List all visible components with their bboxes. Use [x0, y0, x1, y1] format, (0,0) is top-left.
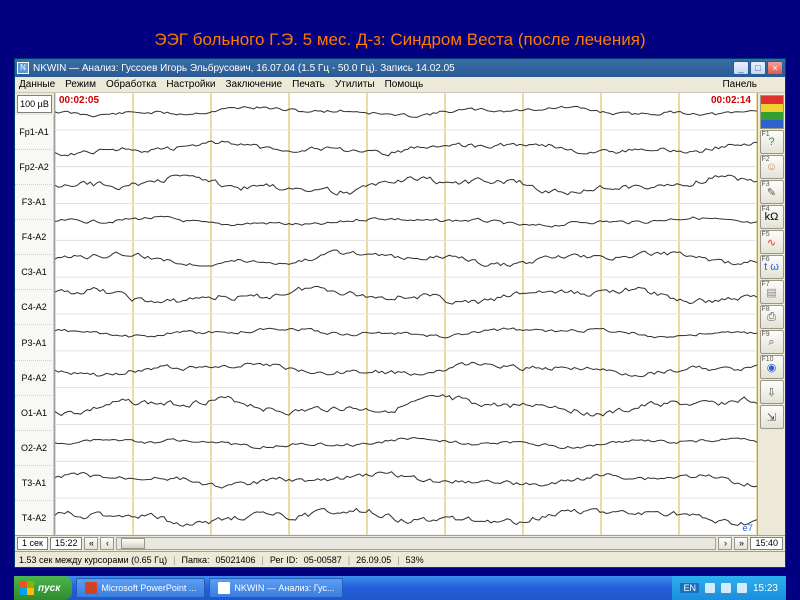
page-out-icon[interactable]: ⇲ [760, 405, 784, 429]
svg-text:e7: e7 [743, 523, 753, 533]
channel-label: P4-A2 [15, 361, 54, 396]
probe-icon[interactable]: F3✎ [760, 180, 784, 204]
start-button[interactable]: пуск [14, 576, 72, 600]
system-tray: EN 15:23 [672, 576, 786, 600]
status-pct: 53% [406, 555, 424, 565]
channel-label: P3-A1 [15, 325, 54, 360]
print-icon[interactable]: F8⎙ [760, 305, 784, 329]
slide-title: ЭЭГ больного Г.Э. 5 мес. Д-з: Синдром Ве… [0, 30, 800, 50]
panel-label[interactable]: Панель [722, 79, 757, 90]
tool-column: F1?F2☺F3✎F4kΩF5∿F6t ωF7▤F8⎙F9⌕F10◉⇩⇲ [757, 93, 785, 535]
status-date: 26.09.05 [356, 555, 391, 565]
wave-icon[interactable]: F5∿ [760, 230, 784, 254]
time-icon[interactable]: F6t ω [760, 255, 784, 279]
status-bar: 1.53 сек между курсорами (0.65 Гц) | Пап… [15, 551, 785, 567]
menu-item[interactable]: Утилиты [335, 79, 375, 90]
lens-icon[interactable]: F9⌕ [760, 330, 784, 354]
channel-column: 100 µВ Fp1-A1Fp2-A2F3-A1F4-A2C3-A1C4-A2P… [15, 93, 55, 535]
minimize-button[interactable]: _ [733, 61, 749, 75]
clock: 15:23 [753, 583, 778, 594]
impedance-icon[interactable]: F4kΩ [760, 205, 784, 229]
app-icon [85, 582, 97, 594]
channel-label: O1-A1 [15, 396, 54, 431]
nav-back-button[interactable]: ‹ [100, 537, 114, 550]
slide-bg: ЭЭГ больного Г.Э. 5 мес. Д-з: Синдром Ве… [0, 0, 800, 600]
taskbar: пуск Microsoft PowerPoint ... NKWIN — Ана… [14, 576, 786, 600]
menu-item[interactable]: Заключение [225, 79, 282, 90]
taskbar-item-label: NKWIN — Анализ: Гус... [234, 583, 334, 593]
channel-label: Fp2-A2 [15, 150, 54, 185]
nav-fwd-button[interactable]: › [718, 537, 732, 550]
taskbar-item[interactable]: NKWIN — Анализ: Гус... [209, 578, 343, 598]
tray-icon[interactable] [705, 583, 715, 593]
menubar: Данные Режим Обработка Настройки Заключение П… [15, 77, 785, 93]
start-label: пуск [38, 583, 60, 594]
close-button[interactable]: × [767, 61, 783, 75]
time-right-box: 15:40 [750, 537, 783, 550]
maximize-button[interactable]: □ [750, 61, 766, 75]
app-icon: N [17, 62, 29, 74]
chart-icon[interactable]: F7▤ [760, 280, 784, 304]
amplitude-box[interactable]: 100 µВ [17, 95, 52, 113]
taskbar-item[interactable]: Microsoft PowerPoint ... [76, 578, 205, 598]
channel-label: T3-A1 [15, 466, 54, 501]
language-indicator[interactable]: EN [680, 583, 699, 593]
time-left-box: 15:22 [50, 537, 83, 550]
time-scrollbar[interactable] [116, 537, 716, 550]
channel-label: F3-A1 [15, 185, 54, 220]
time-end: 00:02:14 [711, 95, 751, 106]
page-down-icon[interactable]: ⇩ [760, 380, 784, 404]
menu-item[interactable]: Данные [19, 79, 55, 90]
help-icon[interactable]: F1? [760, 130, 784, 154]
menu-item[interactable]: Настройки [166, 79, 215, 90]
menu-item[interactable]: Обработка [106, 79, 156, 90]
spectrum-icon[interactable] [760, 95, 784, 129]
head-icon[interactable]: F2☺ [760, 155, 784, 179]
taskbar-item-label: Microsoft PowerPoint ... [101, 583, 196, 593]
cursor-info: 1.53 сек между курсорами (0.65 Гц) [19, 555, 167, 565]
reg-label: Рег ID: [270, 555, 298, 565]
timescale-box[interactable]: 1 сек [17, 537, 48, 550]
titlebar: N NKWIN — Анализ: Гуссоев Игорь Эльбрусо… [15, 59, 785, 77]
eeg-plot[interactable]: 00:02:05 00:02:14 e7 [55, 93, 757, 535]
app-window: N NKWIN — Анализ: Гуссоев Игорь Эльбрусо… [14, 58, 786, 568]
channel-label: C4-A2 [15, 290, 54, 325]
channel-label: F4-A2 [15, 220, 54, 255]
compass-icon[interactable]: F10◉ [760, 355, 784, 379]
time-start: 00:02:05 [59, 95, 99, 106]
nav-fast-fwd-button[interactable]: » [734, 537, 748, 550]
time-nav-bar: 1 сек 15:22 « ‹ › » 15:40 [15, 535, 785, 551]
menu-item[interactable]: Печать [292, 79, 325, 90]
tray-icon[interactable] [737, 583, 747, 593]
channel-label: O2-A2 [15, 431, 54, 466]
channel-label: C3-A1 [15, 255, 54, 290]
scroll-thumb[interactable] [121, 538, 145, 549]
nav-fast-back-button[interactable]: « [84, 537, 98, 550]
channel-label: Fp1-A1 [15, 115, 54, 150]
folder-value: 05021406 [215, 555, 255, 565]
channel-label: T4-A2 [15, 501, 54, 535]
window-title: NKWIN — Анализ: Гуссоев Игорь Эльбрусови… [33, 63, 733, 74]
windows-logo-icon [20, 581, 34, 595]
tray-icon[interactable] [721, 583, 731, 593]
app-icon [218, 582, 230, 594]
menu-item[interactable]: Режим [65, 79, 96, 90]
folder-label: Папка: [181, 555, 209, 565]
reg-value: 05-00587 [304, 555, 342, 565]
menu-item[interactable]: Помощь [385, 79, 424, 90]
